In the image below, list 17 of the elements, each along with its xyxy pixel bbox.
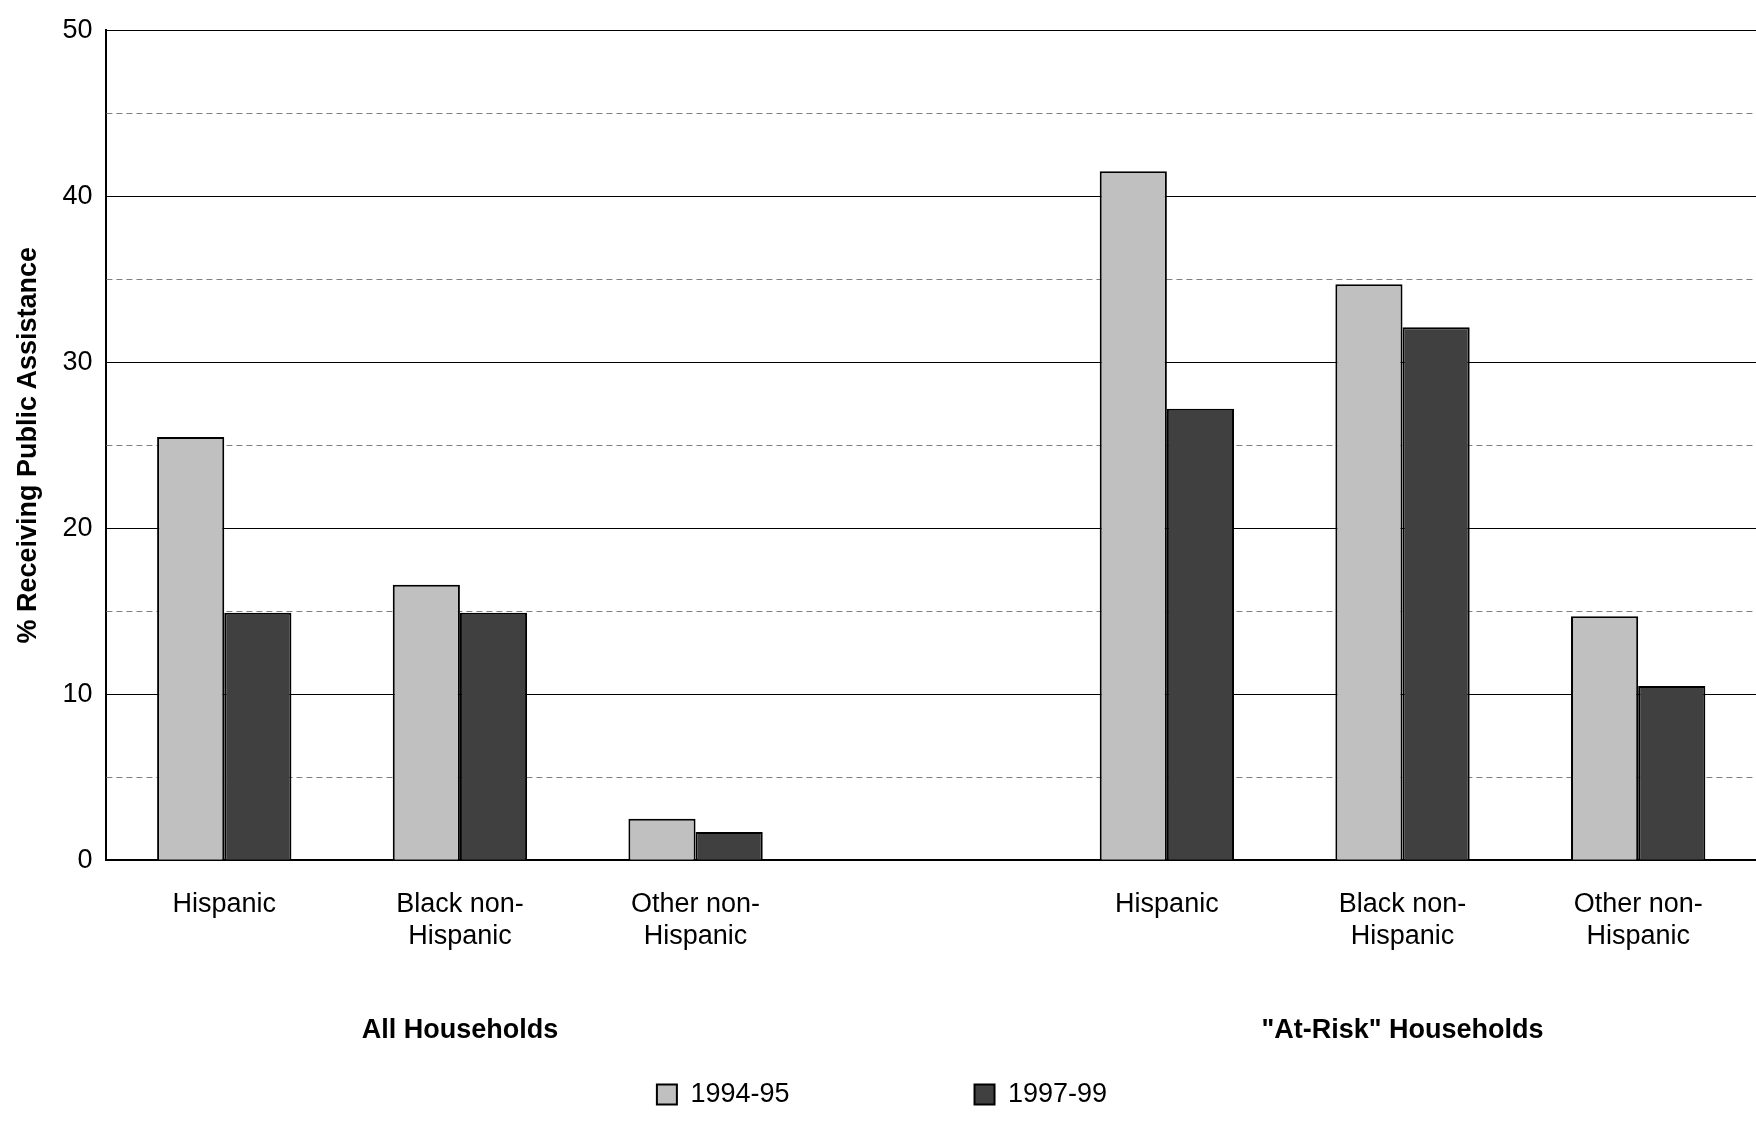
y-tick-label: 50 [62, 13, 93, 44]
y-axis-title: % Receiving Public Assistance [11, 246, 42, 644]
x-tick-label: Hispanic [172, 887, 277, 918]
y-tick-label: 0 [77, 843, 93, 874]
x-tick-label: Black non-Hispanic [396, 887, 524, 951]
legend-label: 1997-99 [1008, 1077, 1108, 1108]
text: All Households [361, 1014, 559, 1045]
y-tick-label: 40 [62, 179, 93, 210]
x-tick-label: Black non-Hispanic [1338, 887, 1467, 951]
y-tick-label: 10 [62, 677, 93, 708]
legend-label: 1994-95 [690, 1077, 955, 1108]
text: "At-Risk" Households [1261, 1014, 1544, 1045]
x-tick-label: Hispanic [1115, 887, 1219, 918]
y-tick-label: 20 [62, 511, 93, 542]
x-tick-label: Other non-Hispanic [631, 887, 761, 951]
x-tick-label: Other non-Hispanic [1573, 887, 1703, 951]
y-tick-label: 30 [62, 345, 93, 376]
